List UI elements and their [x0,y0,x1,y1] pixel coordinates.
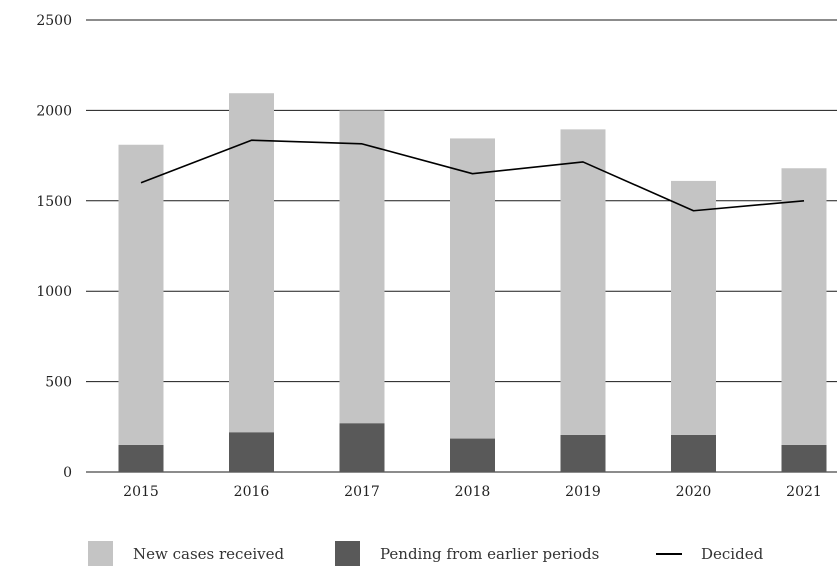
y-tick-label: 2000 [36,103,72,119]
bars [118,93,827,472]
x-tick-label: 2020 [676,484,712,500]
y-tick-label: 2500 [36,13,72,29]
bar-pending-from-earlier-periods-2020 [671,434,716,472]
bar-new-cases-received-2018 [450,138,495,439]
y-tick-label: 1000 [36,284,72,300]
legend-label: Pending from earlier periods [380,545,599,563]
legend-label: Decided [701,545,764,563]
x-tick-label: 2018 [455,484,491,500]
bar-new-cases-received-2017 [339,110,385,424]
bar-pending-from-earlier-periods-2015 [118,444,164,472]
x-tick-label: 2019 [565,484,601,500]
y-tick-label: 500 [45,375,72,391]
bar-pending-from-earlier-periods-2017 [339,423,385,472]
y-tick-label: 0 [63,465,72,481]
legend-swatch [335,541,360,566]
y-axis: 0 500 1000 1500 2000 2500 [36,13,72,481]
legend-label: New cases received [133,545,284,563]
bar-new-cases-received-2019 [560,129,606,435]
x-tick-label: 2021 [786,484,822,500]
bar-new-cases-received-2021 [781,168,827,445]
x-tick-label: 2016 [234,484,270,500]
bar-pending-from-earlier-periods-2019 [560,434,606,472]
bar-new-cases-received-2015 [118,144,164,445]
legend-swatch [88,541,113,566]
decided-line-layer [140,139,805,212]
legend: New cases received Pending from earlier p… [88,541,764,566]
bar-new-cases-received-2020 [671,180,716,435]
bar-pending-from-earlier-periods-2021 [781,444,827,472]
x-axis: 2015 2016 2017 2018 2019 2020 2021 [123,484,822,500]
x-tick-label: 2015 [123,484,159,500]
x-tick-label: 2017 [344,484,380,500]
bar-pending-from-earlier-periods-2018 [450,438,495,472]
y-tick-label: 1500 [36,194,72,210]
bar-new-cases-received-2016 [229,93,274,433]
bar-pending-from-earlier-periods-2016 [229,432,274,472]
